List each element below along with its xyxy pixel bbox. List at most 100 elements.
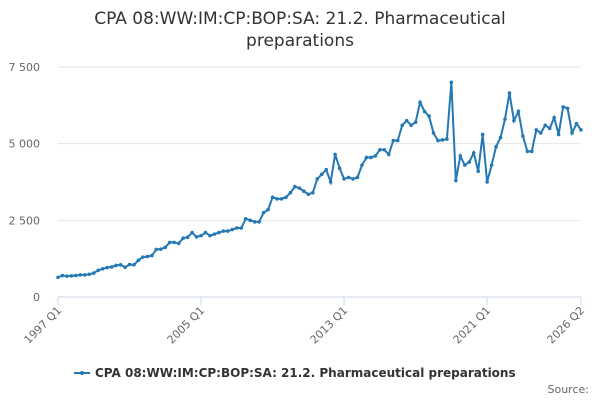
point [494, 144, 498, 149]
point [386, 152, 391, 157]
point [302, 189, 306, 193]
point [127, 262, 132, 267]
point [534, 128, 539, 132]
x-tick-label: 2026 Q2 [545, 304, 588, 347]
point [199, 233, 203, 238]
point [315, 177, 320, 181]
point [297, 186, 302, 190]
point [507, 91, 512, 95]
point [413, 120, 418, 124]
point [176, 241, 181, 246]
point [342, 177, 346, 181]
chart-title: CPA 08:WW:IM:CP:BOP:SA: 21.2. Pharmaceut… [94, 9, 506, 51]
line [57, 82, 582, 279]
x-tick-label: 1997 Q1 [22, 304, 65, 347]
point [208, 233, 212, 238]
point [391, 138, 396, 143]
point [445, 137, 449, 141]
source: Source: [548, 383, 590, 396]
point [369, 155, 373, 160]
point [74, 273, 78, 278]
point [194, 235, 199, 239]
point [150, 253, 154, 258]
point [485, 180, 489, 184]
point [454, 178, 458, 183]
point [422, 109, 427, 114]
point [105, 265, 109, 270]
y-tick-label: 2 500 [9, 214, 41, 227]
point [395, 138, 400, 143]
point [212, 232, 217, 236]
point [109, 265, 114, 269]
point [132, 263, 136, 267]
point [96, 268, 101, 273]
point [574, 121, 579, 126]
point [462, 163, 467, 167]
point [136, 258, 141, 263]
point [530, 149, 534, 154]
x-tick-label: 2021 Q1 [451, 304, 494, 347]
point [284, 195, 288, 200]
point [561, 105, 565, 109]
point [270, 195, 275, 200]
point [525, 149, 530, 154]
legend-marker [80, 371, 84, 375]
point [226, 229, 230, 233]
point [257, 220, 261, 224]
point [467, 160, 472, 164]
point [565, 106, 570, 111]
point [266, 207, 270, 212]
point [279, 197, 284, 201]
point [355, 175, 360, 180]
point [69, 274, 74, 278]
point [328, 180, 333, 184]
point [333, 152, 337, 157]
point [159, 247, 163, 251]
point [400, 123, 404, 128]
y-tick-label: 7 500 [9, 61, 41, 74]
point [404, 118, 409, 123]
point [337, 166, 342, 170]
point [512, 118, 516, 123]
point [458, 154, 463, 158]
point [56, 275, 60, 280]
y-tick-label: 0 [33, 291, 40, 304]
point [409, 123, 413, 128]
point [556, 132, 561, 137]
point [230, 227, 235, 232]
point [235, 226, 239, 230]
point [261, 210, 266, 215]
point [351, 177, 355, 181]
point [498, 135, 503, 140]
point [538, 131, 543, 135]
point [239, 226, 244, 230]
point [275, 197, 279, 201]
point [547, 126, 552, 131]
point [243, 217, 248, 221]
point [476, 169, 480, 174]
y-tick-label: 5 000 [9, 138, 41, 151]
x-tick-label: 2005 Q1 [165, 304, 208, 347]
point [373, 154, 378, 158]
point [324, 167, 329, 172]
point [252, 220, 257, 224]
point [172, 240, 177, 245]
point [431, 131, 436, 135]
point [579, 128, 583, 132]
point [87, 272, 92, 277]
point [60, 273, 65, 278]
point [319, 172, 324, 177]
point [100, 266, 105, 271]
point [364, 155, 369, 160]
point [65, 274, 69, 278]
point [360, 163, 364, 167]
point [440, 138, 445, 142]
point [489, 163, 494, 167]
point [382, 148, 387, 152]
point [190, 230, 194, 235]
point [436, 138, 440, 143]
point [503, 117, 507, 121]
point [163, 245, 168, 250]
